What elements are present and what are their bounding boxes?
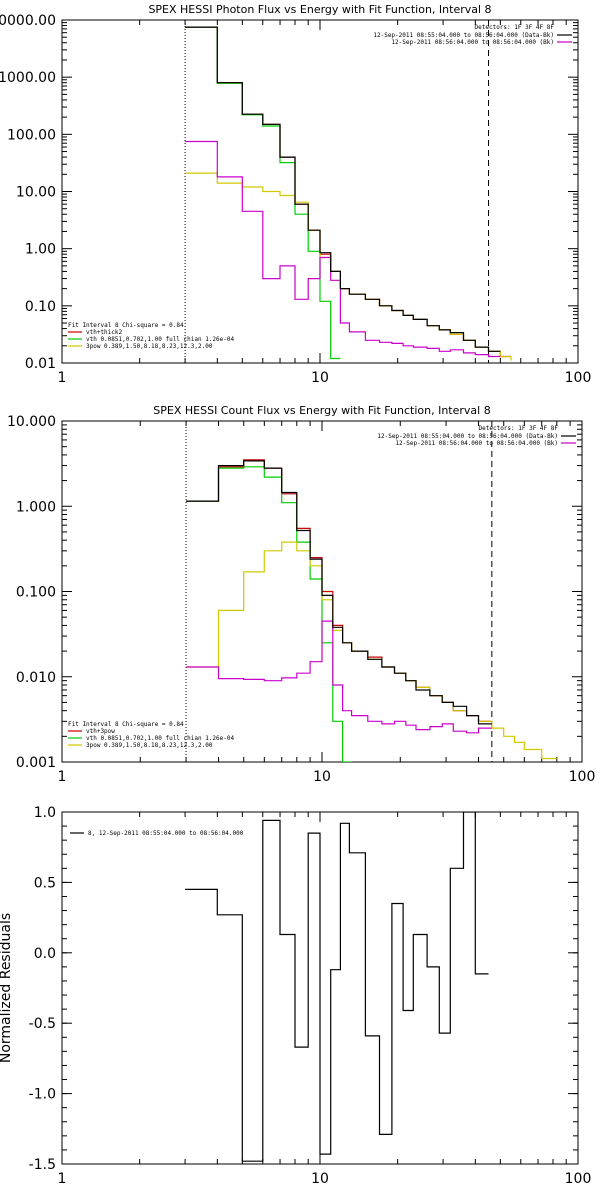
- x-tick-label: 100: [565, 1171, 592, 1187]
- fit-legend-entry: vth+thick2: [86, 329, 123, 336]
- y-tick-label: 0.001: [16, 755, 56, 771]
- y-tick-label: 1.00: [25, 242, 56, 258]
- y-tick-label: 10.00: [16, 185, 56, 201]
- x-tick-label: 1: [58, 370, 67, 386]
- fit-legend-entry: vth 0.0851,0.702,1.00 full chian 1.26e-0…: [86, 336, 234, 343]
- chart-title: SPEX HESSI Photon Flux vs Energy with Fi…: [148, 3, 491, 16]
- x-tick-label: 1: [58, 1171, 67, 1187]
- y-tick-label: -1.0: [29, 1087, 56, 1103]
- legend-entry: 12-Sep-2011 08:55:04.000 to 08:56:04.000…: [377, 433, 558, 440]
- legend-entry: 8, 12-Sep-2011 08:55:04.000 to 08:56:04.…: [88, 830, 244, 837]
- y-tick-label: 0.0: [34, 946, 56, 962]
- x-tick-label: 100: [565, 370, 592, 386]
- legend-header: Detectors: 1F 3F 4F 8F: [479, 425, 559, 432]
- y-tick-label: 100.00: [7, 127, 56, 143]
- y-tick-label: 0.01: [25, 356, 56, 372]
- y-tick-label: 0.010: [16, 670, 56, 686]
- y-tick-label: -1.5: [29, 1157, 56, 1173]
- fit-legend-entry: vth 0.0851,0.702,1.00 full chian 1.26e-0…: [86, 735, 234, 742]
- fit-legend-header: Fit Interval 8 Chi-square = 0.84: [68, 721, 184, 728]
- chart-title: SPEX HESSI Count Flux vs Energy with Fit…: [153, 404, 490, 417]
- y-tick-label: 0.5: [34, 875, 56, 891]
- fit-legend-entry: vth+3pow: [86, 728, 115, 735]
- series-line: [185, 812, 489, 1162]
- legend-entry: 12-Sep-2011 08:56:04.000 to 08:56:04.000…: [391, 39, 554, 46]
- y-tick-label: 10000.00: [0, 13, 56, 29]
- fit-legend-header: Fit Interval 8 Chi-square = 0.84: [68, 322, 184, 329]
- legend-entry: 12-Sep-2011 08:55:04.000 to 08:56:04.000…: [373, 32, 554, 39]
- series-line: [186, 620, 492, 734]
- y-tick-label: 1.000: [16, 499, 56, 515]
- legend-entry: 12-Sep-2011 08:56:04.000 to 08:56:04.000…: [395, 440, 558, 447]
- fit-legend-entry: 3pow 0.389,1.50,8.18,8.23,12.3,2.00: [86, 742, 213, 749]
- y-tick-label: 0.10: [25, 299, 56, 315]
- x-tick-label: 100: [569, 769, 596, 785]
- x-tick-label: 10: [311, 1171, 329, 1187]
- y-tick-label: 0.100: [16, 585, 56, 601]
- y-tick-label: 1000.00: [0, 70, 56, 86]
- y-tick-label: 10.000: [7, 414, 56, 430]
- series-line: [185, 140, 501, 358]
- x-tick-label: 10: [311, 370, 329, 386]
- series-line: [185, 26, 341, 360]
- series-line: [185, 26, 501, 352]
- series-line: [186, 460, 492, 725]
- fit-legend-entry: 3pow 0.389,1.50,8.18,8.23,12.3,2.00: [86, 343, 213, 350]
- y-tick-label: -0.5: [29, 1016, 56, 1032]
- y-tick-label: 1.0: [34, 805, 56, 821]
- legend-header: Detectors: 1F 3F 4F 8F: [475, 24, 555, 31]
- x-tick-label: 1: [58, 769, 67, 785]
- y-axis-label: Normalized Residuals: [0, 913, 14, 1063]
- x-tick-label: 10: [313, 769, 331, 785]
